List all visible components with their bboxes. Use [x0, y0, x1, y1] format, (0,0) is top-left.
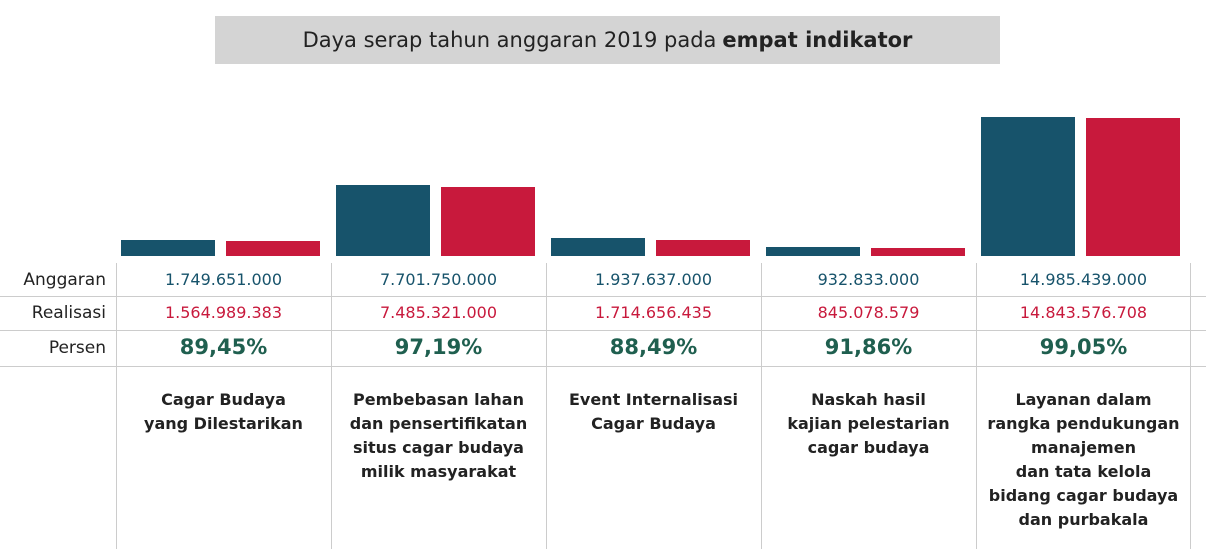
bar — [871, 248, 965, 256]
column-line — [116, 263, 117, 549]
title-text: Daya serap tahun anggaran 2019 pada — [302, 28, 717, 52]
value-label: 14.843.576.708 — [1019, 303, 1148, 322]
bar — [1086, 118, 1180, 256]
column-line — [976, 263, 977, 549]
category-label: Naskah hasil kajian pelestarian cagar bu… — [787, 390, 950, 457]
category-label: Layanan dalam rangka pendukungan manajem… — [987, 390, 1180, 529]
percent-label: 97,19% — [394, 335, 483, 359]
bar — [981, 117, 1075, 256]
value-label: 932.833.000 — [817, 270, 920, 289]
row-label: Persen — [48, 338, 106, 358]
bar — [441, 186, 535, 256]
column-line — [546, 263, 547, 549]
category-label: Cagar Budaya yang Dilestarikan — [144, 390, 303, 433]
bar — [551, 238, 645, 256]
title-bold: empat indikator — [722, 28, 913, 52]
value-label: 1.714.656.435 — [594, 303, 713, 322]
value-label: 7.701.750.000 — [379, 270, 498, 289]
value-label: 845.078.579 — [817, 303, 920, 322]
row-line — [0, 366, 1206, 367]
value-label: 14.985.439.000 — [1019, 270, 1148, 289]
value-label: 1.749.651.000 — [164, 270, 283, 289]
category-label: Event Internalisasi Cagar Budaya — [568, 390, 739, 433]
row-label: Anggaran — [23, 270, 106, 290]
percent-label: 91,86% — [824, 335, 913, 359]
column-line — [1190, 263, 1191, 549]
bar — [121, 239, 215, 256]
bar — [226, 241, 320, 256]
value-label: 7.485.321.000 — [379, 303, 498, 322]
column-line — [761, 263, 762, 549]
bar — [656, 240, 750, 256]
bar — [766, 247, 860, 256]
row-label: Realisasi — [31, 303, 106, 323]
percent-label: 88,49% — [609, 335, 698, 359]
row-line — [0, 330, 1206, 331]
value-label: 1.564.989.383 — [164, 303, 283, 322]
bar — [336, 184, 430, 256]
percent-label: 89,45% — [179, 335, 268, 359]
category-label: Pembebasan lahan dan pensertifikatan sit… — [349, 390, 528, 481]
column-line — [331, 263, 332, 549]
chart-title: Daya serap tahun anggaran 2019 pada empat… — [215, 16, 1000, 64]
value-label: 1.937.637.000 — [594, 270, 713, 289]
percent-label: 99,05% — [1039, 335, 1128, 359]
row-line — [0, 296, 1206, 297]
